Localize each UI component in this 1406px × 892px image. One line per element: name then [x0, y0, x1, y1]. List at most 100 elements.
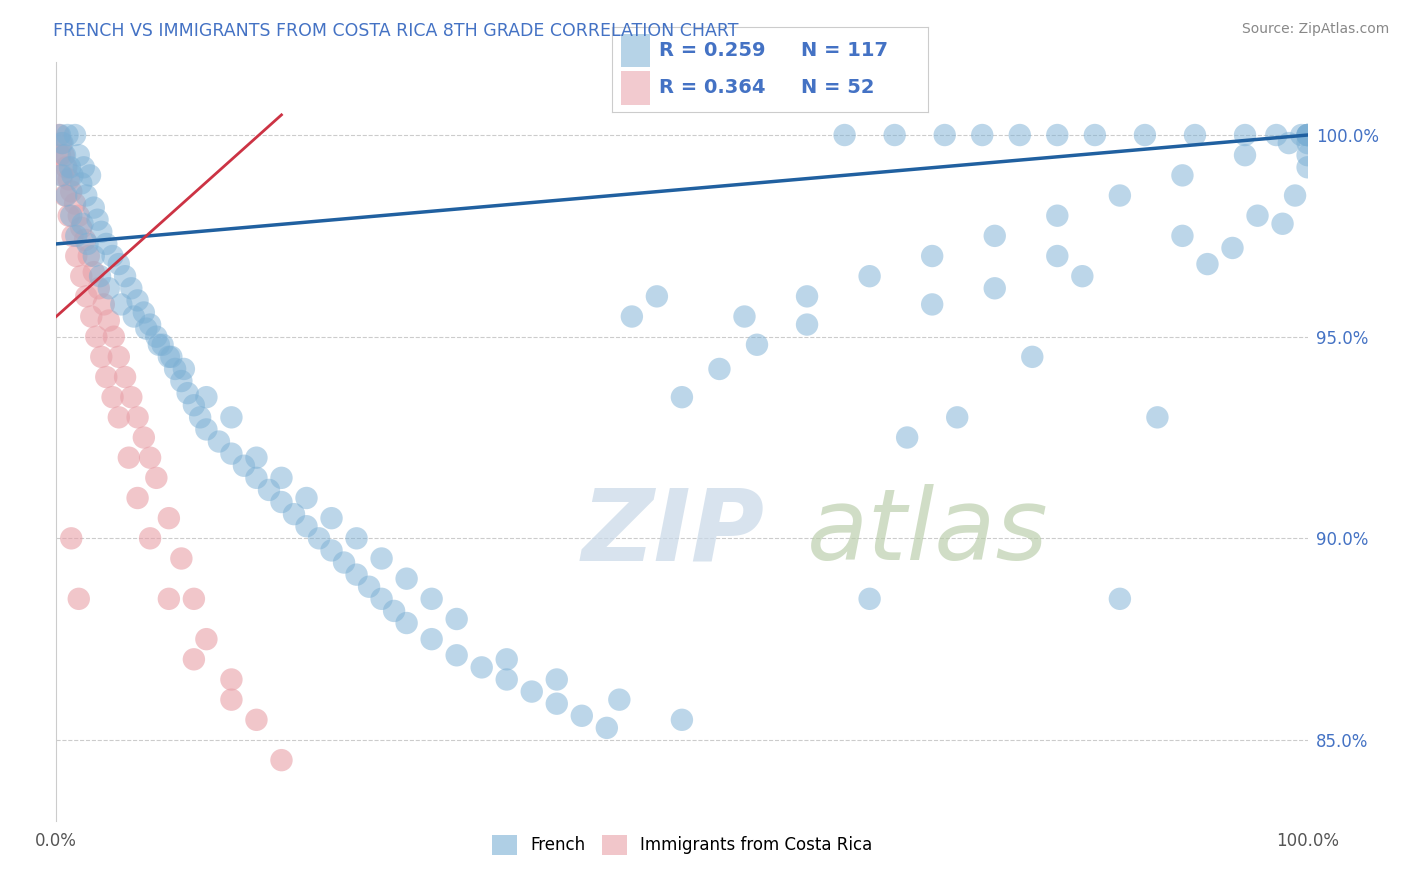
- Text: Source: ZipAtlas.com: Source: ZipAtlas.com: [1241, 22, 1389, 37]
- Point: [108, 410, 131, 425]
- Point: [120, 281, 142, 295]
- Point: [1109, 591, 1132, 606]
- Point: [170, 551, 193, 566]
- Point: [118, 450, 141, 465]
- Point: [152, 337, 174, 351]
- Point: [984, 228, 1007, 243]
- Point: [221, 410, 243, 425]
- Point: [1296, 128, 1319, 142]
- Point: [270, 753, 292, 767]
- Point: [108, 350, 131, 364]
- Point: [1296, 128, 1319, 142]
- Point: [58, 172, 80, 186]
- Point: [420, 591, 443, 606]
- Point: [67, 148, 90, 162]
- Point: [796, 318, 818, 332]
- Point: [101, 390, 124, 404]
- Point: [495, 673, 517, 687]
- Point: [59, 161, 82, 175]
- Point: [270, 471, 292, 485]
- Point: [571, 708, 593, 723]
- Point: [1278, 136, 1301, 150]
- Point: [89, 269, 111, 284]
- Point: [157, 591, 180, 606]
- Point: [84, 329, 107, 343]
- Point: [257, 483, 280, 497]
- Point: [308, 532, 330, 546]
- Point: [382, 604, 405, 618]
- Point: [1071, 269, 1094, 284]
- Point: [63, 128, 86, 142]
- Point: [195, 422, 218, 436]
- Point: [49, 128, 72, 142]
- Point: [51, 136, 73, 150]
- Point: [859, 269, 882, 284]
- Point: [1046, 209, 1069, 223]
- Point: [346, 532, 368, 546]
- Point: [233, 458, 256, 473]
- Point: [49, 148, 72, 162]
- Text: R = 0.364: R = 0.364: [659, 78, 765, 97]
- Point: [1296, 128, 1319, 142]
- Point: [1296, 161, 1319, 175]
- Point: [96, 370, 118, 384]
- Point: [984, 281, 1007, 295]
- Point: [221, 692, 243, 706]
- Point: [56, 128, 79, 142]
- Point: [245, 471, 267, 485]
- Point: [173, 362, 195, 376]
- Point: [245, 450, 267, 465]
- Point: [53, 188, 76, 202]
- Point: [195, 632, 218, 647]
- Point: [1046, 128, 1069, 142]
- Point: [145, 329, 167, 343]
- Point: [139, 318, 162, 332]
- Point: [796, 289, 818, 303]
- Point: [90, 225, 112, 239]
- Text: ZIP: ZIP: [582, 484, 765, 581]
- Point: [51, 169, 73, 183]
- Point: [1222, 241, 1244, 255]
- Point: [67, 591, 90, 606]
- Point: [1284, 188, 1306, 202]
- Point: [79, 169, 101, 183]
- Text: R = 0.259: R = 0.259: [659, 41, 765, 60]
- Point: [370, 591, 392, 606]
- Point: [58, 209, 80, 223]
- Point: [77, 249, 100, 263]
- Point: [734, 310, 756, 324]
- Point: [1197, 257, 1219, 271]
- Point: [859, 591, 882, 606]
- Point: [245, 713, 267, 727]
- Point: [934, 128, 956, 142]
- Point: [321, 511, 343, 525]
- Point: [1133, 128, 1156, 142]
- Point: [127, 410, 149, 425]
- Point: [1265, 128, 1288, 142]
- Point: [446, 612, 468, 626]
- Point: [188, 410, 211, 425]
- Bar: [621, 34, 650, 68]
- Point: [63, 196, 86, 211]
- Point: [103, 329, 125, 343]
- Point: [359, 580, 381, 594]
- Point: [346, 567, 368, 582]
- Point: [546, 673, 568, 687]
- Point: [135, 321, 157, 335]
- Point: [183, 652, 205, 666]
- Legend: French, Immigrants from Costa Rica: French, Immigrants from Costa Rica: [485, 828, 879, 862]
- Point: [97, 281, 120, 295]
- Text: N = 52: N = 52: [801, 78, 875, 97]
- Point: [62, 169, 84, 183]
- Point: [283, 507, 305, 521]
- Point: [132, 305, 155, 319]
- Point: [108, 257, 131, 271]
- Point: [1084, 128, 1107, 142]
- Point: [420, 632, 443, 647]
- Point: [73, 161, 96, 175]
- Point: [87, 281, 110, 295]
- Point: [883, 128, 905, 142]
- Point: [195, 390, 218, 404]
- Point: [110, 297, 132, 311]
- Point: [645, 289, 668, 303]
